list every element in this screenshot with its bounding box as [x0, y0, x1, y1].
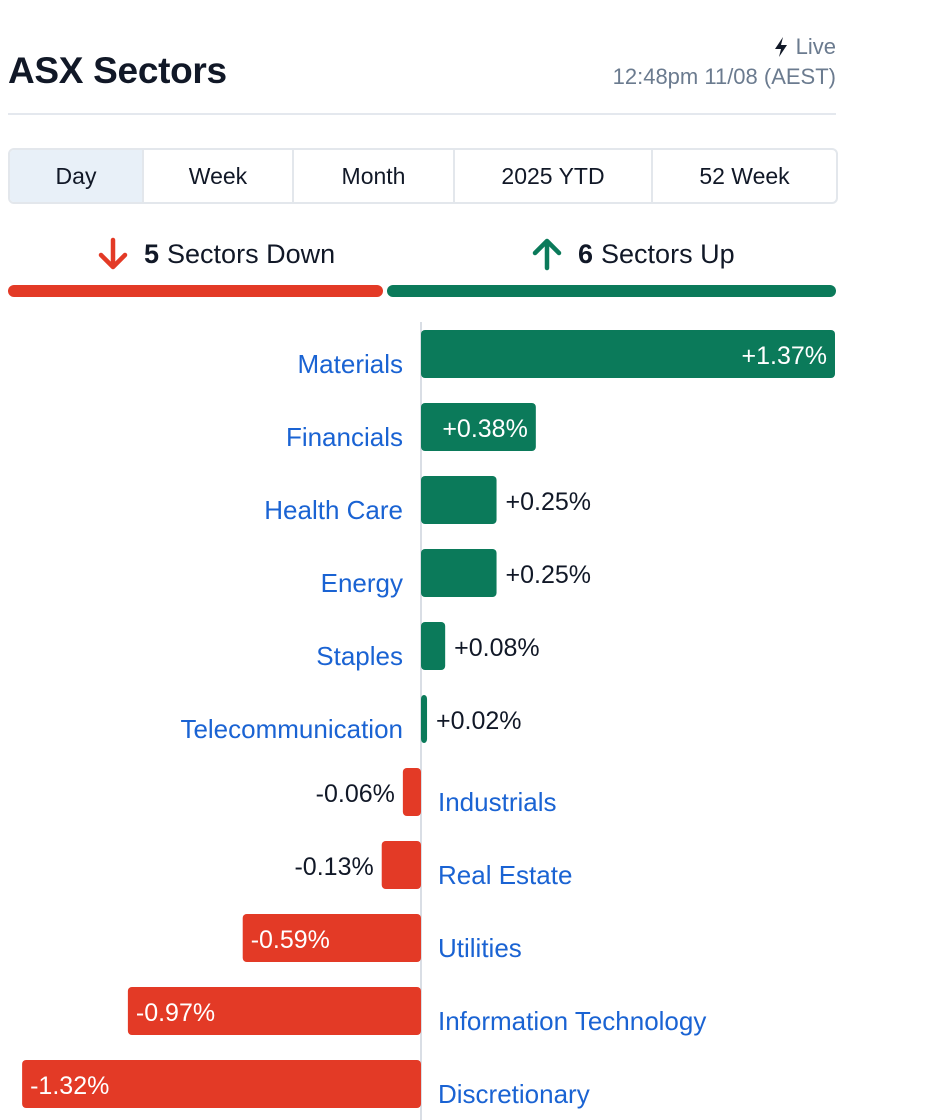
sectors-down-summary: 5 Sectors Down	[96, 232, 335, 276]
tab-month[interactable]: Month	[294, 150, 455, 202]
bar-real-estate[interactable]	[381, 841, 421, 889]
arrow-up-icon	[532, 238, 562, 271]
value-label-financials: +0.38%	[442, 415, 528, 443]
bar-information-technology[interactable]	[127, 987, 421, 1035]
timestamp: 12:48pm 11/08 (AEST)	[612, 64, 836, 89]
value-label-utilities: -0.59%	[251, 926, 330, 954]
bar-staples[interactable]	[421, 622, 446, 670]
category-label-telecommunication[interactable]: Telecommunication	[180, 714, 403, 744]
header-divider	[8, 113, 836, 115]
lightning-icon	[774, 37, 787, 57]
category-label-materials[interactable]: Materials	[298, 349, 403, 379]
bar-financials[interactable]	[421, 403, 536, 451]
category-label-discretionary[interactable]: Discretionary	[438, 1079, 590, 1109]
live-label: Live	[795, 34, 836, 59]
value-label-discretionary: -1.32%	[30, 1072, 109, 1100]
bar-industrials[interactable]	[402, 768, 421, 816]
sectors-up-label: Sectors Up	[601, 238, 735, 269]
sectors-up-ratio-bar	[386, 285, 836, 297]
value-label-materials: +1.37%	[742, 342, 828, 370]
value-label-real-estate: -0.13%	[294, 853, 373, 881]
value-label-health-care: +0.25%	[506, 488, 592, 516]
page-title: ASX Sectors	[8, 50, 227, 91]
tab-52-week[interactable]: 52 Week	[699, 162, 790, 189]
sectors-down-ratio-bar	[8, 285, 383, 297]
category-label-information-technology[interactable]: Information Technology	[438, 1006, 706, 1036]
bar-discretionary[interactable]	[22, 1060, 421, 1108]
tab-2025-ytd[interactable]: 2025 YTD	[455, 150, 653, 202]
period-tabs: Day Week Month 2025 YTD 52 Week	[8, 148, 838, 204]
value-label-industrials: -0.06%	[316, 780, 395, 808]
sector-bar-chart: +1.37% Materials +0.38% Financials +0.25% Hea…	[22, 322, 835, 1120]
sectors-down-count: 5	[144, 238, 160, 269]
bar-energy[interactable]	[421, 549, 497, 597]
category-label-energy[interactable]: Energy	[321, 568, 403, 598]
sectors-up-count: 6	[578, 238, 594, 269]
bar-telecommunication[interactable]	[421, 695, 428, 743]
tab-week[interactable]: Week	[144, 150, 294, 202]
category-label-industrials[interactable]: Industrials	[438, 787, 557, 817]
live-status: Live 12:48pm 11/08 (AEST)	[613, 32, 836, 92]
value-label-telecommunication: +0.02%	[436, 707, 522, 735]
sectors-up-summary: 6 Sectors Up	[530, 232, 735, 276]
category-label-financials[interactable]: Financials	[286, 422, 403, 452]
value-label-information-technology: -0.97%	[136, 999, 215, 1027]
bar-materials[interactable]	[421, 330, 835, 378]
category-label-utilities[interactable]: Utilities	[438, 933, 522, 963]
category-label-real-estate[interactable]: Real Estate	[438, 860, 572, 890]
arrow-down-icon	[98, 237, 128, 270]
bar-health-care[interactable]	[421, 476, 497, 524]
category-label-staples[interactable]: Staples	[316, 641, 403, 671]
value-label-energy: +0.25%	[506, 561, 592, 589]
value-label-staples: +0.08%	[454, 634, 540, 662]
sectors-down-label: Sectors Down	[167, 238, 336, 269]
category-label-health-care[interactable]: Health Care	[264, 495, 403, 525]
bar-utilities[interactable]	[242, 914, 421, 962]
tab-day[interactable]: Day	[10, 150, 144, 202]
